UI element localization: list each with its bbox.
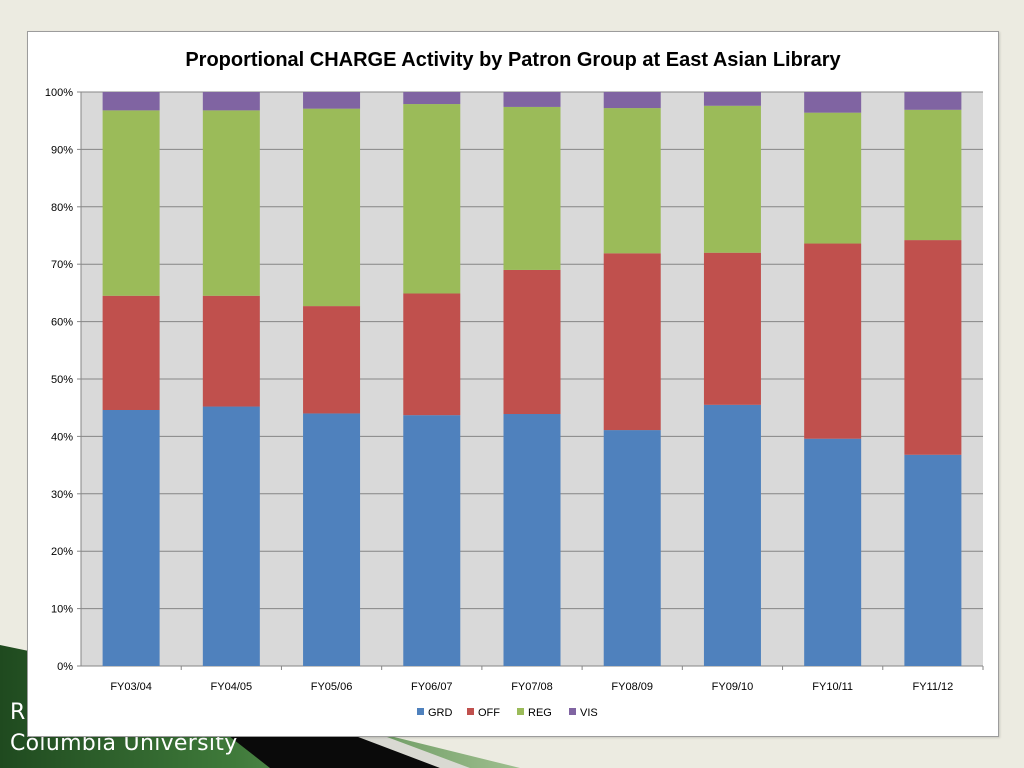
bar-segment-vis	[603, 92, 661, 109]
bar-segment-vis	[503, 92, 561, 107]
x-tick-label: FY04/05	[211, 681, 253, 693]
y-tick-label: 0%	[57, 661, 73, 673]
x-tick-label: FY07/08	[511, 681, 553, 693]
bar-segment-reg	[403, 104, 461, 294]
y-tick-label: 30%	[51, 489, 73, 501]
bar-segment-off	[503, 269, 561, 415]
bar-segment-off	[202, 295, 260, 407]
bar-segment-vis	[904, 92, 962, 110]
x-tick-label: FY03/04	[110, 681, 152, 693]
bar-segment-vis	[403, 92, 461, 105]
bar-segment-off	[102, 295, 160, 410]
stacked-bar-chart: Proportional CHARGE Activity by Patron G…	[45, 49, 984, 719]
legend-swatch-grd	[417, 708, 424, 715]
bar-segment-off	[403, 293, 461, 416]
bar-segment-reg	[303, 108, 361, 307]
y-tick-label: 10%	[51, 604, 73, 616]
bar-segment-grd	[102, 409, 160, 666]
bar-segment-vis	[202, 92, 260, 111]
bar-segment-off	[804, 243, 862, 439]
bar-segment-vis	[703, 92, 761, 106]
y-tick-label: 100%	[45, 87, 73, 99]
bar-segment-off	[603, 253, 661, 431]
bar-segment-grd	[303, 413, 361, 666]
bar-segment-grd	[804, 438, 862, 666]
y-tick-label: 20%	[51, 546, 73, 558]
y-tick-label: 50%	[51, 374, 73, 386]
chart-container: Proportional CHARGE Activity by Patron G…	[27, 31, 999, 737]
footer-line1: R	[10, 700, 26, 725]
bar-segment-off	[303, 306, 361, 414]
bar-segment-vis	[303, 92, 361, 109]
bar-segment-reg	[603, 108, 661, 254]
bar-segment-reg	[503, 106, 561, 270]
x-tick-label: FY11/12	[912, 681, 953, 693]
bar-segment-off	[703, 252, 761, 405]
bar-segment-vis	[102, 92, 160, 111]
bar-segment-reg	[904, 109, 962, 241]
x-tick-label: FY10/11	[812, 681, 853, 693]
bar-segment-grd	[703, 404, 761, 666]
bar-segment-off	[904, 240, 962, 455]
bar-segment-reg	[202, 110, 260, 296]
bar-segment-grd	[603, 430, 661, 666]
y-tick-label: 60%	[51, 317, 73, 329]
bar-segment-grd	[403, 415, 461, 666]
legend-swatch-off	[467, 708, 474, 715]
y-tick-label: 40%	[51, 431, 73, 443]
legend-label-vis: VIS	[580, 707, 598, 719]
bar-segment-reg	[804, 112, 862, 244]
legend-label-grd: GRD	[428, 707, 453, 719]
x-tick-label: FY08/09	[611, 681, 653, 693]
legend-swatch-vis	[569, 708, 576, 715]
bar-segment-reg	[703, 105, 761, 253]
bar-segment-grd	[202, 406, 260, 666]
y-tick-label: 90%	[51, 144, 73, 156]
bar-segment-reg	[102, 110, 160, 296]
bar-segment-grd	[904, 454, 962, 666]
x-tick-label: FY09/10	[712, 681, 754, 693]
legend-swatch-reg	[517, 708, 524, 715]
x-tick-label: FY05/06	[311, 681, 353, 693]
y-tick-label: 80%	[51, 202, 73, 214]
legend-label-reg: REG	[528, 707, 552, 719]
x-tick-label: FY06/07	[411, 681, 453, 693]
bar-segment-grd	[503, 414, 561, 666]
chart-title: Proportional CHARGE Activity by Patron G…	[185, 49, 841, 71]
legend-label-off: OFF	[478, 707, 500, 719]
y-tick-label: 70%	[51, 259, 73, 271]
bar-segment-vis	[804, 92, 862, 113]
